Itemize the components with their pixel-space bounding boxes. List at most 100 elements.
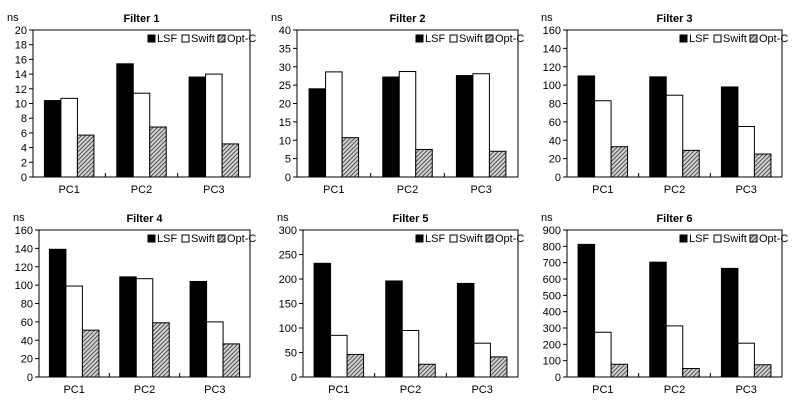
bar-lsf-pc3 [720, 267, 739, 378]
legend-swatch-lsf [147, 234, 156, 243]
bar-opt-c-pc2 [682, 149, 700, 178]
legend-label-swift: Swift [459, 33, 483, 45]
y-tick-label: 20 [279, 99, 291, 111]
x-tick-label: PC1 [58, 184, 79, 196]
y-tick-label: 800 [543, 241, 561, 253]
bar-lsf-pc1 [43, 100, 62, 178]
bar-lsf-pc2 [116, 63, 134, 178]
bar-lsf-pc1 [577, 75, 596, 178]
y-tick-label: 5 [285, 154, 291, 166]
plot-frame [38, 229, 251, 378]
y-tick-label: 0 [21, 172, 27, 184]
y-tick-label: 60 [549, 117, 561, 129]
legend: LSF Swift Opt-C [679, 233, 788, 245]
bar-swift-pc2 [398, 71, 417, 178]
bar-swift-pc3 [472, 73, 490, 178]
y-tick-label: 80 [21, 299, 33, 311]
bar-swift-pc3 [206, 321, 224, 378]
chart-panel-3: Filter 3 ns 0 20 40 60 80 100 120 140 160 PC1 PC2 PC3… [541, 12, 788, 196]
x-tick-label: PC2 [397, 184, 418, 196]
y-axis-label: ns [7, 12, 19, 24]
bar-lsf-pc3 [188, 76, 207, 178]
bar-opt-c-pc1 [76, 134, 95, 178]
legend: LSF Swift Opt-C [415, 233, 524, 245]
legend: LSF Swift Opt-C [147, 33, 256, 45]
legend-label-opt-c: Opt-C [227, 233, 256, 245]
bar-lsf-pc2 [649, 261, 667, 378]
bar-swift-pc2 [665, 325, 684, 378]
y-tick-label: 8 [21, 113, 27, 125]
x-tick-label: PC2 [664, 184, 685, 196]
x-tick-label: PC1 [592, 184, 613, 196]
legend: LSF Swift Opt-C [147, 233, 256, 245]
legend-label-swift: Swift [191, 233, 215, 245]
y-tick-label: 120 [543, 62, 561, 74]
bar-swift-pc1 [594, 331, 612, 378]
bar-opt-c-pc1 [610, 363, 629, 378]
y-tick-label: 10 [279, 135, 291, 147]
chart-panel-6: Filter 6 ns 0 100 200 300 400 500 600 700 800 900 PC… [541, 212, 788, 396]
y-tick-label: 2 [21, 157, 27, 169]
plot-frame [566, 229, 783, 378]
y-tick-label: 0 [27, 372, 33, 384]
bar-lsf-pc3 [455, 75, 474, 178]
y-tick-label: 14 [15, 69, 27, 81]
y-tick-label: 30 [279, 62, 291, 74]
y-tick-label: 700 [543, 258, 561, 270]
bar-lsf-pc2 [649, 76, 667, 178]
legend-swatch-swift [449, 234, 458, 243]
bar-swift-pc2 [665, 94, 684, 178]
legend-swatch-swift [181, 234, 190, 243]
legend: LSF Swift Opt-C [415, 33, 524, 45]
x-tick-label: PC2 [664, 384, 685, 396]
bar-swift-pc1 [330, 334, 348, 378]
x-tick-label: PC3 [471, 384, 492, 396]
plot-frame [302, 229, 519, 378]
bar-swift-pc3 [473, 342, 491, 378]
chart-panel-5: Filter 5 ns 0 50 100 150 200 250 300 PC1 PC2 PC3 LSF… [277, 212, 524, 396]
y-tick-label: 200 [279, 274, 297, 286]
y-tick-label: 12 [15, 84, 27, 96]
legend-swatch-lsf [415, 34, 424, 43]
chart-title: Filter 6 [656, 213, 692, 225]
chart-panel-2: Filter 2 ns 0 5 10 15 20 25 30 35 40 PC1 PC2 PC3 LSF Sw… [271, 12, 524, 196]
bar-lsf-pc1 [308, 88, 327, 178]
x-tick-label: PC1 [63, 384, 84, 396]
y-tick-label: 500 [543, 290, 561, 302]
bar-lsf-pc2 [385, 280, 403, 378]
legend-swatch-opt-c [485, 34, 494, 43]
bar-opt-c-pc2 [152, 322, 170, 378]
bar-opt-c-pc2 [418, 363, 436, 378]
legend-label-swift: Swift [723, 33, 747, 45]
bar-lsf-pc3 [456, 282, 475, 378]
bar-lsf-pc1 [48, 248, 67, 378]
y-tick-label: 25 [279, 80, 291, 92]
bar-swift-pc2 [132, 92, 151, 178]
y-tick-label: 140 [15, 243, 33, 255]
plot-frame [566, 29, 783, 178]
legend-label-lsf: LSF [425, 233, 445, 245]
chart-title: Filter 2 [389, 13, 425, 25]
x-tick-label: PC2 [131, 184, 152, 196]
legend-swatch-opt-c [749, 34, 758, 43]
y-tick-label: 15 [279, 117, 291, 129]
x-tick-label: PC3 [470, 184, 491, 196]
bar-lsf-pc1 [313, 262, 332, 378]
legend-swatch-opt-c [749, 234, 758, 243]
chart-title: Filter 1 [123, 13, 159, 25]
bar-swift-pc2 [401, 329, 420, 378]
bar-swift-pc3 [737, 342, 755, 378]
legend-label-lsf: LSF [425, 33, 445, 45]
bar-opt-c-pc1 [610, 146, 629, 178]
x-tick-label: PC1 [592, 384, 613, 396]
legend-swatch-swift [449, 34, 458, 43]
legend-swatch-opt-c [485, 234, 494, 243]
x-tick-label: PC2 [400, 384, 421, 396]
bar-lsf-pc3 [189, 280, 208, 378]
legend-label-swift: Swift [459, 233, 483, 245]
y-tick-label: 40 [279, 25, 291, 37]
x-tick-label: PC1 [323, 184, 344, 196]
chart-panel-1: Filter 1 ns 0 2 4 6 8 10 12 14 16 18 20 PC1 PC2 PC3 LSF S… [7, 12, 256, 196]
x-tick-label: PC3 [735, 184, 756, 196]
y-tick-label: 0 [285, 172, 291, 184]
